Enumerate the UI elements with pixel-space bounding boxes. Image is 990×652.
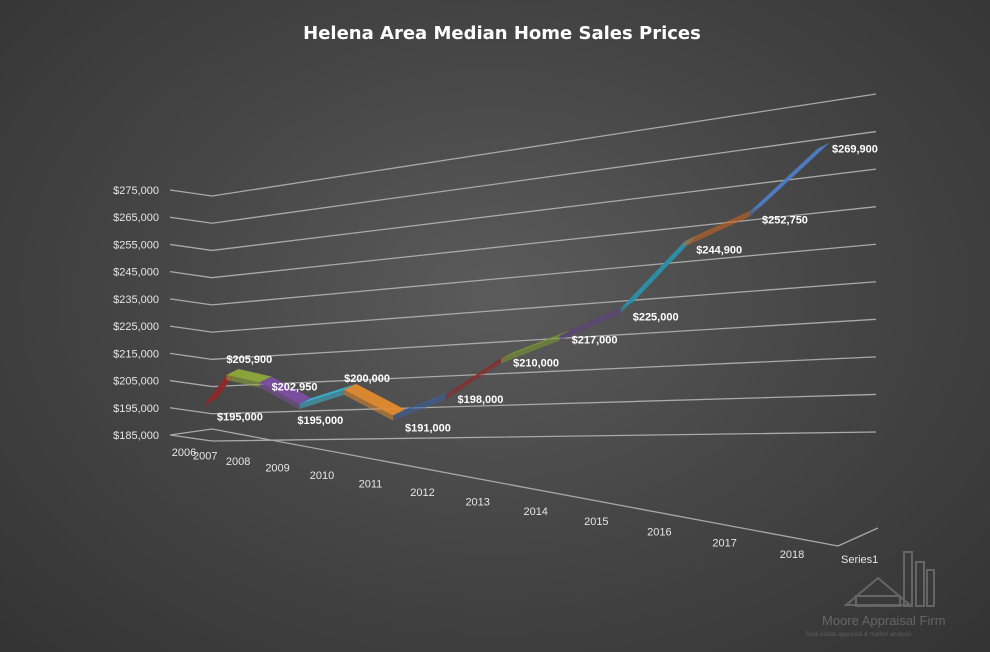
data-label: $269,900 [832,143,878,155]
gridline [169,393,877,415]
data-label: $244,900 [696,245,742,257]
gridline [169,431,877,442]
x-tick-label: 2010 [310,470,334,482]
gridline [169,243,877,306]
ribbon-top-segment [393,388,458,416]
ribbon-side-segment [684,211,751,247]
x-tick-label: 2016 [647,527,671,539]
data-label: $202,950 [272,381,318,393]
data-label: $191,000 [405,422,451,434]
gridline [169,93,877,197]
x-tick-label: 2006 [172,447,196,459]
x-tick-label: 2007 [193,451,217,463]
x-tick-label: 2012 [410,487,434,499]
gridline [169,281,877,333]
y-tick-label: $245,000 [113,267,159,279]
ribbon-side-segment [393,394,446,421]
y-tick-label: $215,000 [113,348,159,360]
ribbon-side-segment [750,148,818,217]
ribbon-side-segment [259,382,300,410]
data-label: $200,000 [344,373,390,385]
ribbon-side-segment [299,389,345,410]
data-label: $195,000 [297,415,343,427]
y-tick-label: $225,000 [113,321,159,333]
chart-title: Helena Area Median Home Sales Prices [303,23,701,44]
series-axis-label: Series1 [841,554,878,566]
data-label: $225,000 [633,312,679,324]
y-tick-label: $255,000 [113,239,159,251]
ribbon-side-segment [344,389,394,421]
floor-edge [169,428,213,436]
y-tick-label: $275,000 [113,185,159,197]
ribbon-side-segment [226,374,260,388]
ribbon-top-segment [226,368,272,383]
x-tick-label: 2015 [584,516,608,528]
axes [169,428,879,547]
data-label: $217,000 [572,335,618,347]
x-tick-label: 2017 [712,538,736,550]
ribbon-side-segment [559,308,621,341]
y-tick-label: $185,000 [113,430,159,442]
gridlines [169,93,877,442]
ribbon-top-segment [684,205,763,242]
x-axis-line [211,428,879,547]
y-tick-label: $205,000 [113,376,159,388]
gridline [169,130,877,224]
data-label: $205,900 [226,354,272,366]
ribbon-top-segment [559,302,633,336]
gridline [169,206,877,279]
ribbon-side-segment [205,374,227,410]
ribbon-top-segment [299,383,357,405]
data-label: $210,000 [513,357,559,369]
data-label: $198,000 [457,394,503,406]
ribbon-side-segment [501,335,560,364]
y-tick-label: $265,000 [113,212,159,224]
watermark-name: Moore Appraisal Firm [822,613,946,628]
x-tick-label: 2008 [226,456,250,468]
x-tick-label: 2009 [265,463,289,475]
data-label: $252,750 [762,214,808,226]
gridline [169,318,877,360]
x-tick-label: 2011 [359,478,383,490]
ribbon-side-segment [620,241,685,314]
watermark: Moore Appraisal Firm Real estate apprais… [806,551,946,638]
y-tick-label: $235,000 [113,294,159,306]
ribbon-side-segment [445,358,502,400]
ribbon-top-segment [501,329,572,359]
house-icon [843,551,935,607]
watermark-tagline: Real estate appraisal & market analysis [806,632,911,638]
x-tick-label: 2013 [465,496,489,508]
ribbon-top-segment [344,383,406,416]
gridline [169,356,877,388]
data-labels: $195,000 $205,900 $202,950 $195,000 $200,000… [217,143,878,434]
y-tick-label: $195,000 [113,403,159,415]
gridline [169,168,877,252]
x-tick-label: 2014 [523,506,547,518]
y-tick-labels: $185,000 $195,000 $205,000 $215,000 $225,000… [113,185,159,442]
x-tick-label: 2018 [780,549,804,561]
series-ribbon [205,142,830,421]
data-label: $195,000 [217,411,263,423]
ribbon-top-segment [259,376,312,405]
